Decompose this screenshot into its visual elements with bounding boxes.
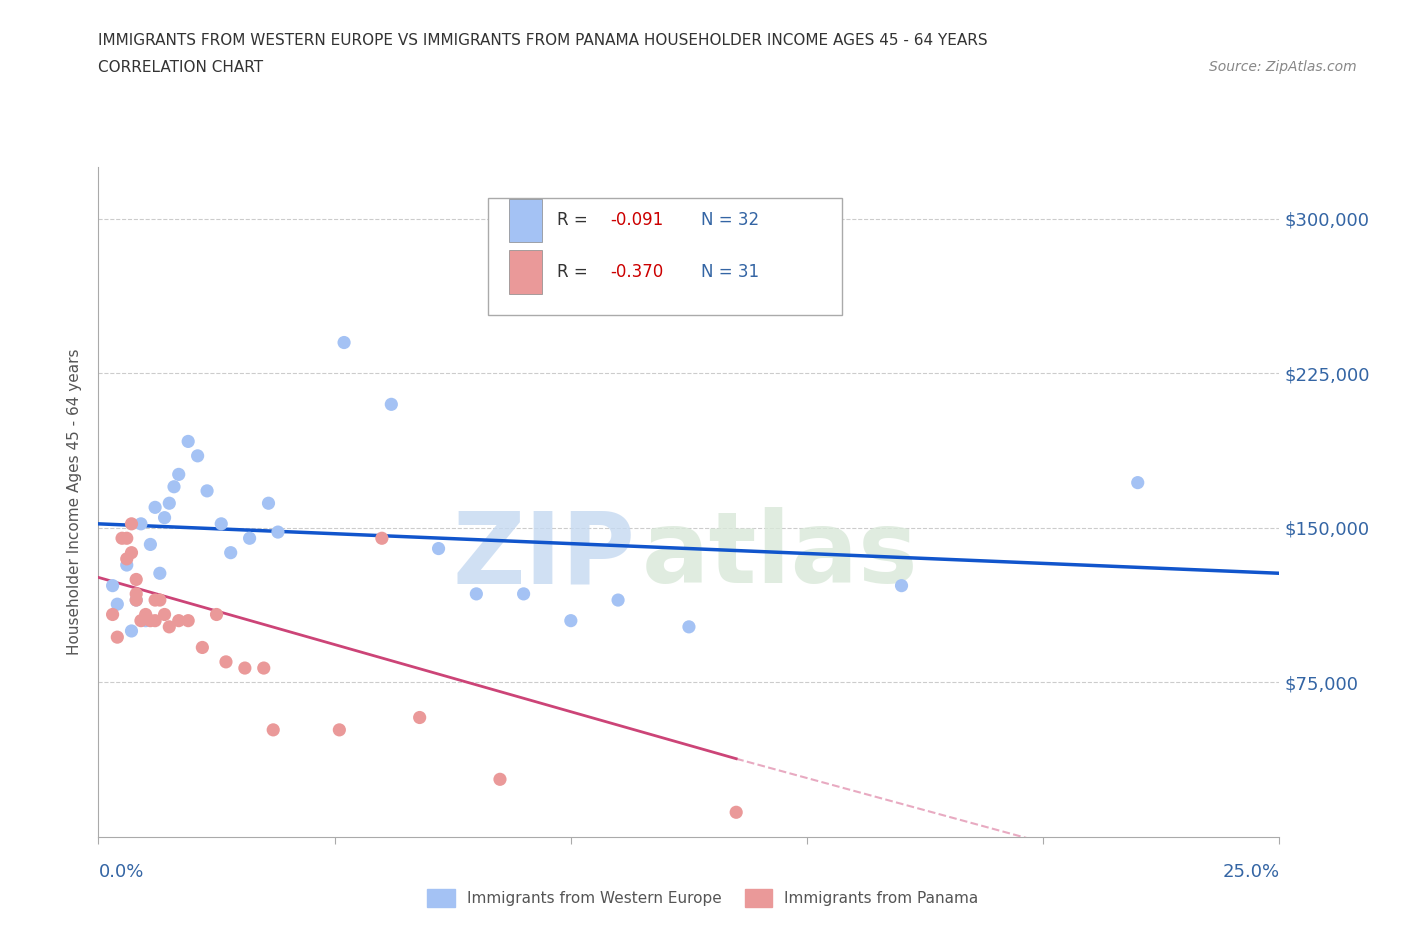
Point	[105, 597, 128, 612]
Point	[333, 335, 356, 350]
Point	[157, 619, 180, 634]
Point	[209, 516, 232, 531]
Point	[121, 516, 143, 531]
Point	[215, 655, 238, 670]
Point	[253, 660, 276, 675]
Point	[267, 525, 290, 539]
Text: N = 32: N = 32	[700, 211, 759, 230]
Point	[105, 630, 128, 644]
Point	[380, 397, 402, 412]
Bar	[509, 250, 543, 294]
Point	[143, 613, 166, 628]
Point	[135, 613, 157, 628]
Text: Source: ZipAtlas.com: Source: ZipAtlas.com	[1209, 60, 1357, 74]
Point	[725, 804, 748, 819]
Text: ZIP: ZIP	[453, 507, 636, 604]
Text: CORRELATION CHART: CORRELATION CHART	[98, 60, 263, 75]
Point	[167, 613, 190, 628]
Point	[489, 772, 512, 787]
Point	[125, 592, 148, 607]
Point	[139, 537, 162, 551]
Point	[177, 613, 200, 628]
FancyBboxPatch shape	[488, 197, 842, 314]
Point	[408, 711, 430, 725]
Point	[205, 607, 228, 622]
Text: IMMIGRANTS FROM WESTERN EUROPE VS IMMIGRANTS FROM PANAMA HOUSEHOLDER INCOME AGES: IMMIGRANTS FROM WESTERN EUROPE VS IMMIGR…	[98, 33, 988, 47]
Point	[135, 607, 157, 622]
Text: -0.091: -0.091	[610, 211, 664, 230]
Point	[115, 551, 138, 566]
Point	[121, 545, 143, 560]
Point	[129, 516, 152, 531]
Point	[678, 619, 700, 634]
Point	[167, 467, 190, 482]
Text: R =: R =	[557, 211, 593, 230]
Point	[129, 613, 152, 628]
Point	[101, 578, 124, 593]
Bar	[509, 198, 543, 242]
Point	[262, 723, 284, 737]
Point	[607, 592, 630, 607]
Y-axis label: Householder Income Ages 45 - 64 years: Householder Income Ages 45 - 64 years	[67, 349, 83, 656]
Text: 0.0%: 0.0%	[98, 863, 143, 881]
Point	[195, 484, 218, 498]
Point	[560, 613, 582, 628]
Point	[157, 496, 180, 511]
Point	[125, 587, 148, 602]
Point	[1126, 475, 1149, 490]
Text: atlas: atlas	[641, 507, 918, 604]
Point	[371, 531, 394, 546]
Point	[257, 496, 280, 511]
Text: N = 31: N = 31	[700, 263, 759, 281]
Text: -0.370: -0.370	[610, 263, 664, 281]
Point	[115, 531, 138, 546]
Point	[163, 479, 186, 494]
Text: 25.0%: 25.0%	[1222, 863, 1279, 881]
Point	[143, 592, 166, 607]
Point	[465, 587, 488, 602]
Point	[328, 723, 350, 737]
Point	[153, 511, 176, 525]
Point	[101, 607, 124, 622]
Point	[115, 558, 138, 573]
Point	[177, 434, 200, 449]
Point	[149, 592, 172, 607]
Point	[191, 640, 214, 655]
Legend: Immigrants from Western Europe, Immigrants from Panama: Immigrants from Western Europe, Immigran…	[422, 884, 984, 913]
Point	[427, 541, 450, 556]
Point	[153, 607, 176, 622]
Point	[149, 565, 172, 580]
Point	[125, 592, 148, 607]
Point	[143, 500, 166, 515]
Point	[187, 448, 209, 463]
Point	[890, 578, 912, 593]
Point	[125, 572, 148, 587]
Point	[139, 613, 162, 628]
Point	[239, 531, 262, 546]
Point	[512, 587, 534, 602]
Text: R =: R =	[557, 263, 593, 281]
Point	[219, 545, 242, 560]
Point	[233, 660, 256, 675]
Point	[111, 531, 134, 546]
Point	[121, 623, 143, 638]
